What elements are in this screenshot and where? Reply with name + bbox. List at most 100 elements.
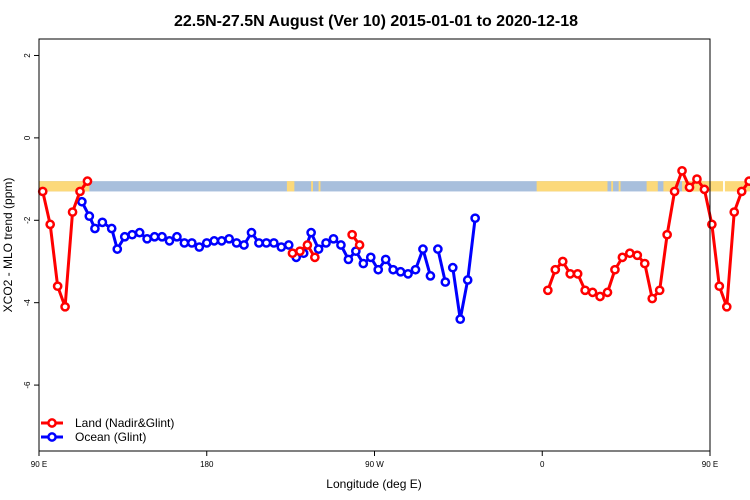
data-point [45, 219, 56, 230]
legend: Land (Nadir&Glint)Ocean (Glint) [41, 416, 174, 444]
data-point [714, 281, 725, 292]
x-axis: 90 E 180 90 W 0 90 E [31, 451, 718, 469]
plot-frame [38, 38, 711, 452]
y-tick-label: -6 [23, 381, 32, 389]
data-point [403, 268, 413, 279]
legend-label: Ocean (Glint) [75, 430, 146, 444]
data-point [654, 285, 665, 296]
data-point [216, 236, 227, 246]
band-land-segment [611, 181, 614, 192]
data-point [455, 314, 466, 325]
data-point [302, 240, 313, 250]
data-point [179, 238, 190, 248]
data-point [418, 244, 428, 254]
data-point [410, 264, 421, 275]
series-layer [37, 165, 750, 325]
data-point [60, 301, 70, 312]
band-land-segment [311, 181, 313, 192]
series-line [436, 248, 447, 283]
band-land-segment [646, 181, 658, 192]
x-axis-label: Longitude (deg E) [326, 477, 421, 491]
data-point [269, 238, 279, 248]
series-line [546, 169, 750, 309]
data-point [106, 223, 117, 234]
legend-swatch-marker [47, 432, 57, 442]
data-point [90, 223, 100, 234]
band-land-segment [618, 181, 621, 192]
data-point [684, 182, 695, 193]
data-point [677, 165, 687, 176]
data-point [632, 250, 643, 261]
data-point [669, 186, 680, 197]
data-point [699, 184, 710, 195]
band-land-segment [286, 181, 295, 192]
data-point [134, 227, 145, 238]
data-point [440, 277, 451, 287]
data-point [550, 264, 561, 275]
data-point [365, 252, 376, 263]
data-point [283, 240, 294, 250]
x-tick-label: 90 E [702, 460, 718, 469]
data-point [580, 285, 590, 296]
data-point [354, 240, 365, 250]
x-tick-label: 90 W [365, 460, 384, 469]
data-point [254, 238, 264, 248]
data-point [721, 301, 732, 312]
y-axis-label: XCO2 - MLO trend (ppm) [1, 178, 15, 313]
data-point [595, 291, 605, 302]
data-point [239, 240, 249, 250]
data-point [347, 229, 357, 240]
data-point [287, 248, 298, 259]
data-point [97, 217, 108, 228]
band-land-segment [39, 181, 90, 192]
data-point [328, 233, 339, 244]
y-tick-label: 0 [23, 135, 32, 140]
data-point [565, 268, 576, 279]
y-axis: 2 0 -2 -4 -6 [23, 53, 39, 389]
data-point [557, 256, 568, 267]
band-land-segment [318, 181, 321, 192]
legend-item: Ocean (Glint) [41, 430, 146, 444]
data-point [707, 219, 717, 230]
data-point [587, 287, 598, 298]
data-point [373, 264, 384, 275]
data-point [736, 186, 747, 197]
data-point [647, 293, 658, 304]
legend-label: Land (Nadir&Glint) [75, 416, 174, 430]
data-point [447, 262, 458, 273]
data-point [662, 229, 672, 240]
data-point [310, 252, 320, 263]
data-point [542, 285, 553, 296]
data-point [433, 244, 443, 254]
data-point [142, 233, 152, 244]
data-point [388, 264, 398, 275]
data-point [729, 207, 740, 217]
data-point [462, 275, 473, 285]
legend-swatch-marker [47, 418, 57, 428]
data-point [164, 236, 175, 246]
band-land-segment [724, 181, 750, 192]
data-point [186, 238, 197, 248]
data-point [209, 236, 220, 246]
band-ocean [39, 181, 710, 192]
series-line [451, 218, 477, 321]
chart-title: 22.5N-27.5N August (Ver 10) 2015-01-01 t… [174, 13, 578, 30]
data-point [172, 231, 182, 242]
y-tick-label: -4 [23, 299, 32, 307]
band-land-segment [663, 181, 679, 192]
band-land-segment [536, 181, 608, 192]
data-point [75, 186, 85, 197]
data-point [572, 268, 583, 279]
data-point [380, 254, 391, 265]
data-point [127, 229, 138, 240]
data-point [37, 186, 48, 197]
data-point [194, 242, 205, 252]
series-land-nadir-glint [37, 165, 750, 312]
x-tick-label: 90 E [31, 460, 47, 469]
data-point [602, 287, 613, 298]
data-point [149, 231, 160, 242]
data-point [744, 176, 750, 186]
data-point [639, 258, 650, 269]
data-point [67, 207, 78, 217]
